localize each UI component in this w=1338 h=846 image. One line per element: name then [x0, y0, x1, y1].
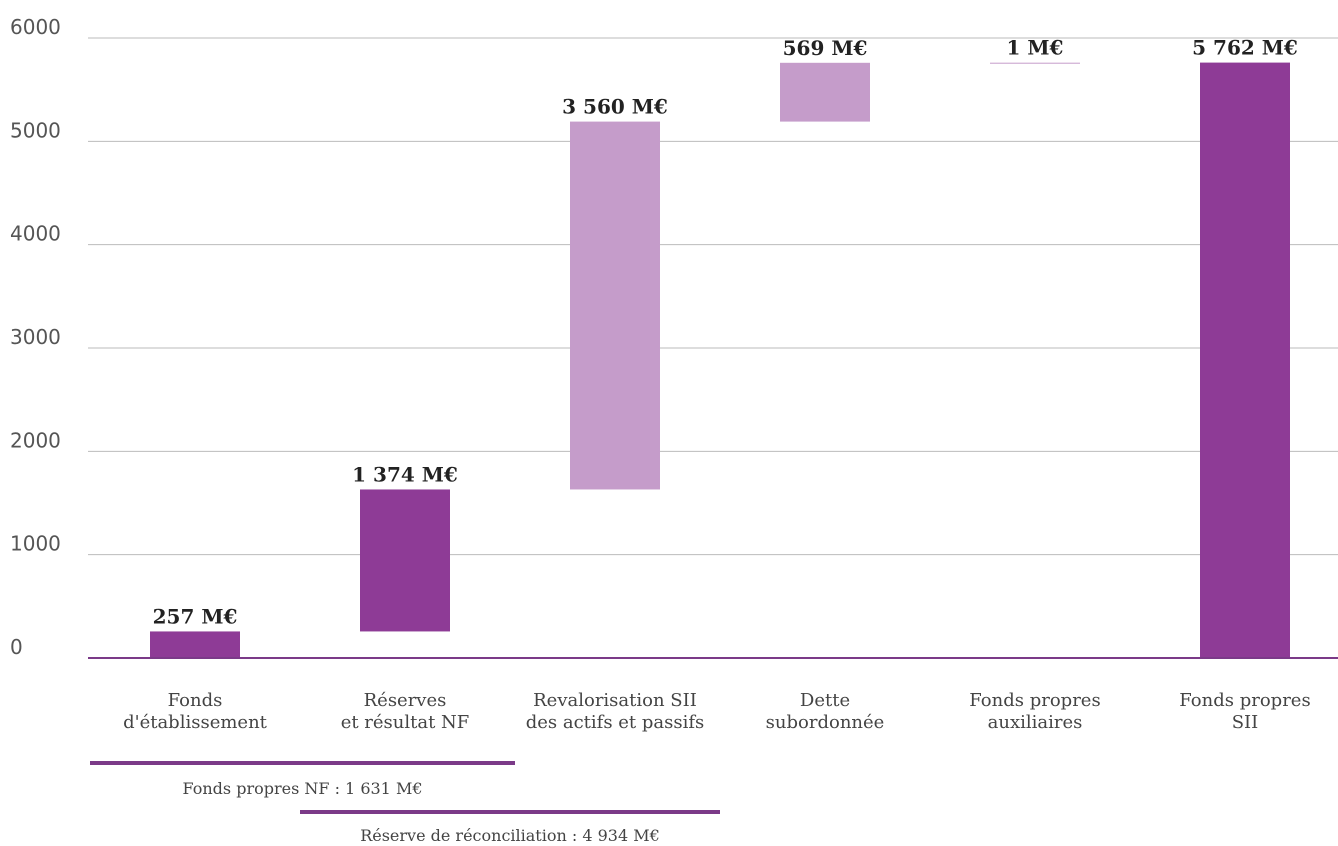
bar-value-label: 3 560 M€	[562, 95, 668, 119]
bar-value-label: 569 M€	[783, 36, 868, 60]
y-tick-label: 2000	[10, 428, 61, 452]
bar-value-label: 5 762 M€	[1192, 36, 1298, 60]
y-axis-ticks: 0 1000 2000 3000 4000 5000 6000	[10, 15, 61, 659]
y-tick-label: 0	[10, 635, 23, 659]
bar-value-label: 1 M€	[1007, 36, 1064, 60]
category-label: d'établissement	[123, 712, 268, 733]
category-label: Réserves	[364, 690, 447, 711]
value-labels: 257 M€ 1 374 M€ 3 560 M€ 569 M€ 1 M€ 5 762 M€	[153, 36, 1298, 629]
bar	[990, 62, 1080, 64]
y-tick-label: 6000	[10, 15, 61, 39]
y-tick-label: 3000	[10, 325, 61, 349]
category-label: Dette	[800, 690, 850, 711]
bar	[1200, 62, 1290, 659]
bar	[360, 489, 450, 632]
category-label: Revalorisation SII	[533, 690, 697, 711]
gridlines	[88, 37, 1338, 556]
category-label: Fonds propres	[1179, 690, 1310, 711]
category-label: auxiliaires	[988, 712, 1083, 733]
bar-value-label: 1 374 M€	[352, 462, 458, 486]
bar	[780, 62, 870, 122]
category-label: subordonnée	[766, 712, 885, 733]
category-label: Fonds	[168, 690, 223, 711]
category-label: SII	[1232, 712, 1259, 733]
bar	[570, 121, 660, 490]
y-tick-label: 4000	[10, 222, 61, 246]
bracket-label: Réserve de réconciliation : 4 934 M€	[360, 826, 660, 845]
category-label: et résultat NF	[341, 712, 470, 733]
bracket-label: Fonds propres NF : 1 631 M€	[183, 779, 423, 798]
bars	[150, 62, 1290, 659]
category-label: Fonds propres	[969, 690, 1100, 711]
bar-value-label: 257 M€	[153, 604, 238, 628]
group-brackets: Fonds propres NF : 1 631 M€ Réserve de ré…	[90, 761, 720, 845]
bar	[150, 631, 240, 658]
y-tick-label: 1000	[10, 532, 61, 556]
category-label: des actifs et passifs	[526, 712, 705, 733]
y-tick-label: 5000	[10, 118, 61, 142]
